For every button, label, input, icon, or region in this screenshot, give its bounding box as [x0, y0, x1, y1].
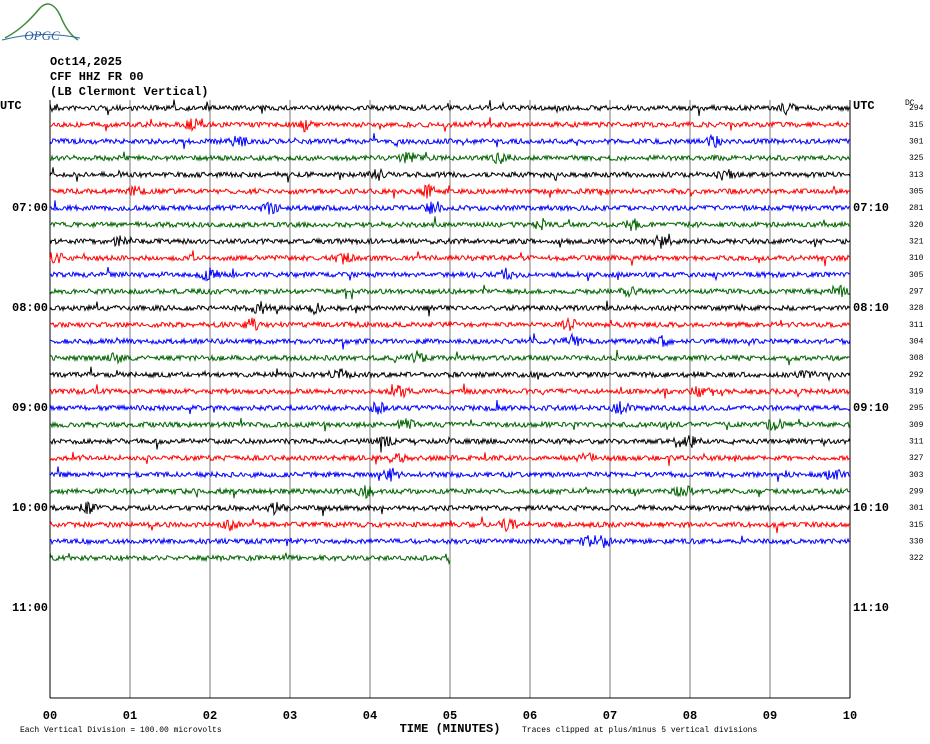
trace [49, 233, 851, 249]
trace [50, 117, 851, 133]
clip-note: Traces clipped at plus/minus 5 vertical … [522, 726, 757, 735]
dc-value: 322 [909, 554, 924, 563]
dc-value: 292 [909, 371, 924, 380]
dc-value: 308 [909, 354, 924, 363]
dc-value: 297 [909, 287, 924, 296]
dc-value: 303 [909, 471, 924, 480]
dc-value: 295 [909, 404, 924, 413]
x-tick-label: 03 [283, 709, 297, 723]
dc-value: 327 [909, 454, 924, 463]
trace [49, 400, 851, 415]
dc-value: 330 [909, 537, 924, 546]
dc-value: 311 [909, 321, 924, 330]
x-tick-label: 04 [363, 709, 377, 723]
dc-value: 294 [909, 104, 924, 113]
x-tick-label: 09 [763, 709, 777, 723]
date: Oct14,2025 [50, 55, 122, 69]
left-time-label: 09:00 [12, 401, 48, 415]
logo-text: OPGC [24, 28, 60, 43]
trace [49, 383, 851, 400]
dc-value: 301 [909, 504, 924, 513]
trace [49, 332, 851, 350]
x-tick-label: 01 [123, 709, 137, 723]
trace [49, 516, 851, 534]
location: (LB Clermont Vertical) [50, 85, 208, 99]
dc-value: 325 [909, 154, 924, 163]
dc-value: 311 [909, 437, 924, 446]
dc-header: DC [905, 99, 915, 108]
dc-value: 321 [909, 237, 924, 246]
trace [49, 133, 851, 150]
dc-value: 304 [909, 337, 924, 346]
trace [49, 167, 851, 183]
x-tick-label: 07 [603, 709, 617, 723]
dc-value: 313 [909, 171, 924, 180]
trace [49, 451, 851, 466]
left-time-label: 10:00 [12, 501, 48, 515]
station: CFF HHZ FR 00 [50, 70, 144, 84]
trace [49, 435, 851, 453]
logo-wave [1, 33, 81, 41]
trace [49, 151, 851, 165]
trace [49, 99, 851, 116]
right-time-label: 11:10 [853, 601, 889, 615]
left-time-label: 08:00 [12, 301, 48, 315]
x-axis-label: TIME (MINUTES) [400, 722, 501, 736]
trace [49, 485, 851, 500]
trace [49, 284, 851, 300]
scale-note: Each Vertical Division = 100.00 microvol… [20, 726, 222, 735]
dc-value: 315 [909, 521, 924, 530]
right-time-label: 07:10 [853, 201, 889, 215]
x-tick-label: 10 [843, 709, 857, 723]
dc-value: 320 [909, 221, 924, 230]
trace [49, 417, 851, 432]
dc-value: 319 [909, 387, 924, 396]
x-tick-label: 02 [203, 709, 217, 723]
trace [49, 267, 851, 282]
dc-value: 328 [909, 304, 924, 313]
trace [49, 300, 851, 317]
trace [49, 250, 851, 267]
dc-value: 299 [909, 487, 924, 496]
left-time-label: 07:00 [12, 201, 48, 215]
dc-value: 315 [909, 121, 924, 130]
dc-value: 301 [909, 137, 924, 146]
dc-value: 309 [909, 421, 924, 430]
trace [49, 366, 851, 382]
dc-value: 305 [909, 271, 924, 280]
right-time-label: 09:10 [853, 401, 889, 415]
x-tick-label: 08 [683, 709, 697, 723]
trace [49, 551, 451, 566]
x-tick-label: 06 [523, 709, 537, 723]
trace [49, 466, 851, 482]
right-time-label: 10:10 [853, 501, 889, 515]
x-tick-label: 00 [43, 709, 57, 723]
trace [49, 535, 851, 549]
trace [49, 200, 851, 215]
logo-mark [4, 3, 79, 41]
trace [49, 316, 851, 332]
trace [49, 349, 851, 366]
right-time-label: UTC [853, 99, 875, 113]
left-time-label: 11:00 [12, 601, 48, 615]
dc-value: 281 [909, 204, 924, 213]
trace [49, 183, 851, 199]
dc-value: 310 [909, 254, 924, 263]
trace [49, 500, 851, 517]
trace [49, 216, 851, 231]
right-time-label: 08:10 [853, 301, 889, 315]
x-tick-label: 05 [443, 709, 457, 723]
dc-value: 305 [909, 187, 924, 196]
left-time-label: UTC [0, 99, 22, 113]
